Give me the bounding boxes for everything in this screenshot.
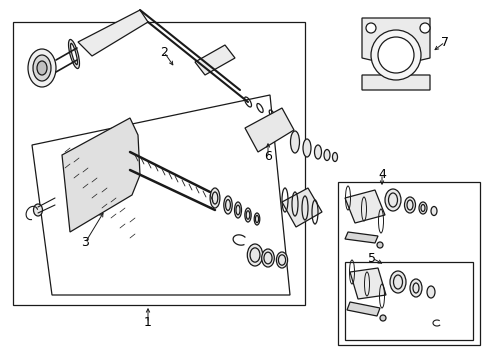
- Ellipse shape: [389, 271, 405, 293]
- Text: 7: 7: [440, 36, 448, 49]
- Ellipse shape: [409, 279, 421, 297]
- Ellipse shape: [234, 202, 241, 218]
- Ellipse shape: [376, 242, 382, 248]
- Ellipse shape: [244, 208, 251, 222]
- Polygon shape: [62, 118, 140, 232]
- Ellipse shape: [33, 55, 51, 81]
- Ellipse shape: [276, 252, 287, 268]
- Ellipse shape: [314, 145, 321, 159]
- Polygon shape: [244, 108, 293, 152]
- Polygon shape: [195, 45, 235, 75]
- Ellipse shape: [290, 131, 299, 153]
- Ellipse shape: [247, 244, 262, 266]
- Polygon shape: [345, 232, 377, 243]
- Ellipse shape: [37, 61, 47, 75]
- Circle shape: [370, 30, 420, 80]
- Ellipse shape: [261, 249, 274, 267]
- Ellipse shape: [68, 40, 80, 68]
- Ellipse shape: [224, 196, 232, 214]
- Ellipse shape: [384, 189, 400, 211]
- Ellipse shape: [430, 207, 436, 216]
- Ellipse shape: [332, 153, 337, 162]
- Ellipse shape: [210, 188, 220, 208]
- Ellipse shape: [254, 213, 259, 225]
- Ellipse shape: [379, 315, 385, 321]
- Ellipse shape: [324, 149, 329, 161]
- Text: 6: 6: [264, 150, 271, 163]
- Circle shape: [365, 23, 375, 33]
- Text: 4: 4: [377, 167, 385, 180]
- Bar: [345, 262, 472, 340]
- Ellipse shape: [404, 197, 415, 213]
- Bar: [13, 22, 305, 305]
- Ellipse shape: [28, 49, 56, 87]
- Ellipse shape: [70, 43, 77, 65]
- Text: 2: 2: [160, 45, 167, 58]
- Circle shape: [419, 23, 429, 33]
- Ellipse shape: [418, 202, 426, 214]
- Text: 1: 1: [144, 316, 152, 329]
- Text: 3: 3: [81, 237, 89, 249]
- Ellipse shape: [303, 139, 310, 157]
- Polygon shape: [361, 18, 429, 90]
- Polygon shape: [349, 268, 385, 299]
- Text: 5: 5: [367, 252, 375, 265]
- Circle shape: [377, 37, 413, 73]
- Ellipse shape: [34, 204, 42, 216]
- Ellipse shape: [426, 286, 434, 298]
- Polygon shape: [282, 188, 321, 227]
- Polygon shape: [78, 10, 148, 56]
- Polygon shape: [345, 190, 384, 223]
- Bar: [337, 182, 479, 345]
- Polygon shape: [346, 302, 379, 316]
